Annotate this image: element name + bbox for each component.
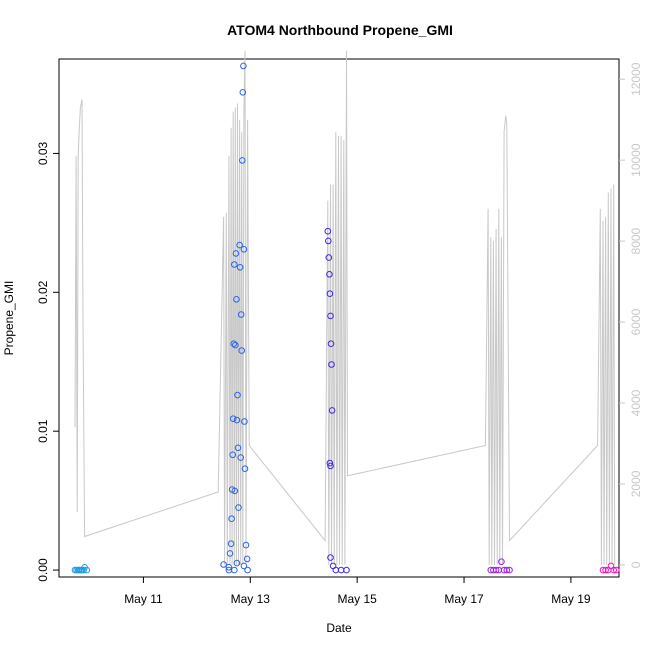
- data-point-flight-4: [492, 566, 500, 574]
- data-point-flight-3: [324, 227, 332, 235]
- x-tick-label: May 11: [124, 592, 163, 606]
- data-point-flight-3: [326, 271, 333, 278]
- y2-axis: 0 2000 4000 6000 8000 10000 12000: [619, 62, 643, 568]
- data-point-flight-2: [238, 347, 245, 354]
- chart-title: ATOM4 Northbound Propene_GMI: [227, 22, 453, 38]
- data-point-flight-2: [244, 566, 251, 574]
- plot-frame: [58, 58, 620, 578]
- data-point-flight-2: [232, 250, 240, 257]
- y-tick-label: 0.00: [36, 558, 50, 582]
- data-point-flight-3: [327, 554, 334, 561]
- y-tick-label: 0.03: [36, 141, 50, 165]
- data-point-flight-3: [328, 361, 335, 368]
- data-point-flight-2: [241, 418, 248, 425]
- data-point-flight-2: [225, 564, 233, 571]
- y2-tick-label: 0: [629, 561, 643, 568]
- data-point-flight-2: [241, 465, 249, 473]
- y-tick-label: 0.01: [36, 419, 50, 443]
- altitude-trace: [74, 50, 616, 565]
- y2-tick-label: 2000: [629, 470, 643, 497]
- altitude-line: [74, 50, 616, 565]
- y2-tick-label: 6000: [629, 308, 643, 335]
- data-point-flight-3: [343, 566, 350, 574]
- data-point-flight-3: [327, 340, 335, 348]
- data-point-flight-1: [83, 566, 91, 574]
- y2-tick-label: 10000: [629, 143, 643, 177]
- data-points: [71, 62, 620, 574]
- data-point-flight-2: [226, 550, 234, 557]
- data-point-flight-2: [231, 487, 239, 495]
- data-point-flight-2: [242, 541, 250, 549]
- data-point-flight-2: [243, 555, 251, 563]
- data-point-flight-2: [233, 416, 241, 424]
- data-point-flight-3: [325, 254, 333, 261]
- data-point-flight-3: [326, 290, 334, 298]
- data-point-flight-2: [231, 261, 238, 268]
- data-point-flight-2: [220, 561, 227, 568]
- y2-tick-label: 4000: [629, 389, 643, 416]
- data-point-flight-1: [80, 566, 87, 574]
- y-axis: 0.00 0.01 0.02 0.03: [36, 141, 59, 582]
- y-tick-label: 0.02: [36, 280, 50, 304]
- x-axis: May 11 May 13 May 15 May 17 May 19: [124, 577, 591, 606]
- x-tick-label: May 19: [551, 592, 591, 606]
- data-point-flight-5: [602, 566, 609, 574]
- data-point-flight-2: [233, 559, 241, 567]
- data-point-flight-2: [232, 341, 239, 349]
- data-point-flight-3: [327, 462, 334, 470]
- data-point-flight-4: [503, 566, 511, 574]
- data-point-flight-4: [498, 558, 505, 566]
- data-point-flight-3: [327, 312, 334, 320]
- data-point-flight-5: [613, 566, 620, 574]
- data-point-flight-2: [225, 566, 233, 574]
- data-point-flight-3: [332, 566, 340, 574]
- data-point-flight-2: [235, 504, 242, 511]
- x-axis-label: Date: [326, 621, 352, 635]
- data-point-flight-3: [326, 459, 334, 467]
- x-tick-label: May 17: [444, 592, 484, 606]
- data-point-flight-2: [234, 444, 242, 452]
- data-point-flight-2: [237, 454, 244, 461]
- data-point-flight-3: [325, 237, 332, 245]
- data-point-flight-2: [233, 296, 240, 303]
- data-point-flight-2: [239, 157, 246, 164]
- data-point-flight-2: [236, 264, 244, 271]
- y-axis-label: Propene_GMI: [2, 281, 16, 356]
- y2-tick-label: 12000: [629, 62, 643, 96]
- data-point-flight-2: [237, 311, 245, 318]
- data-point-flight-3: [337, 566, 345, 574]
- data-point-flight-2: [240, 62, 247, 70]
- data-point-flight-2: [229, 451, 236, 459]
- data-point-flight-2: [234, 391, 241, 399]
- y2-tick-label: 8000: [629, 227, 643, 254]
- data-point-flight-2: [230, 340, 237, 348]
- data-point-flight-4: [506, 566, 513, 574]
- x-tick-label: May 15: [337, 592, 377, 606]
- data-point-flight-2: [229, 415, 237, 423]
- data-point-flight-3: [328, 407, 336, 414]
- data-point-flight-5: [610, 566, 618, 574]
- data-point-flight-2: [239, 89, 247, 96]
- data-point-flight-2: [227, 540, 235, 548]
- data-point-flight-2: [240, 562, 248, 570]
- data-point-flight-2: [240, 246, 248, 253]
- data-point-flight-2: [231, 566, 238, 574]
- data-point-flight-2: [236, 241, 243, 249]
- data-point-flight-2: [228, 515, 235, 523]
- x-tick-label: May 13: [231, 592, 271, 606]
